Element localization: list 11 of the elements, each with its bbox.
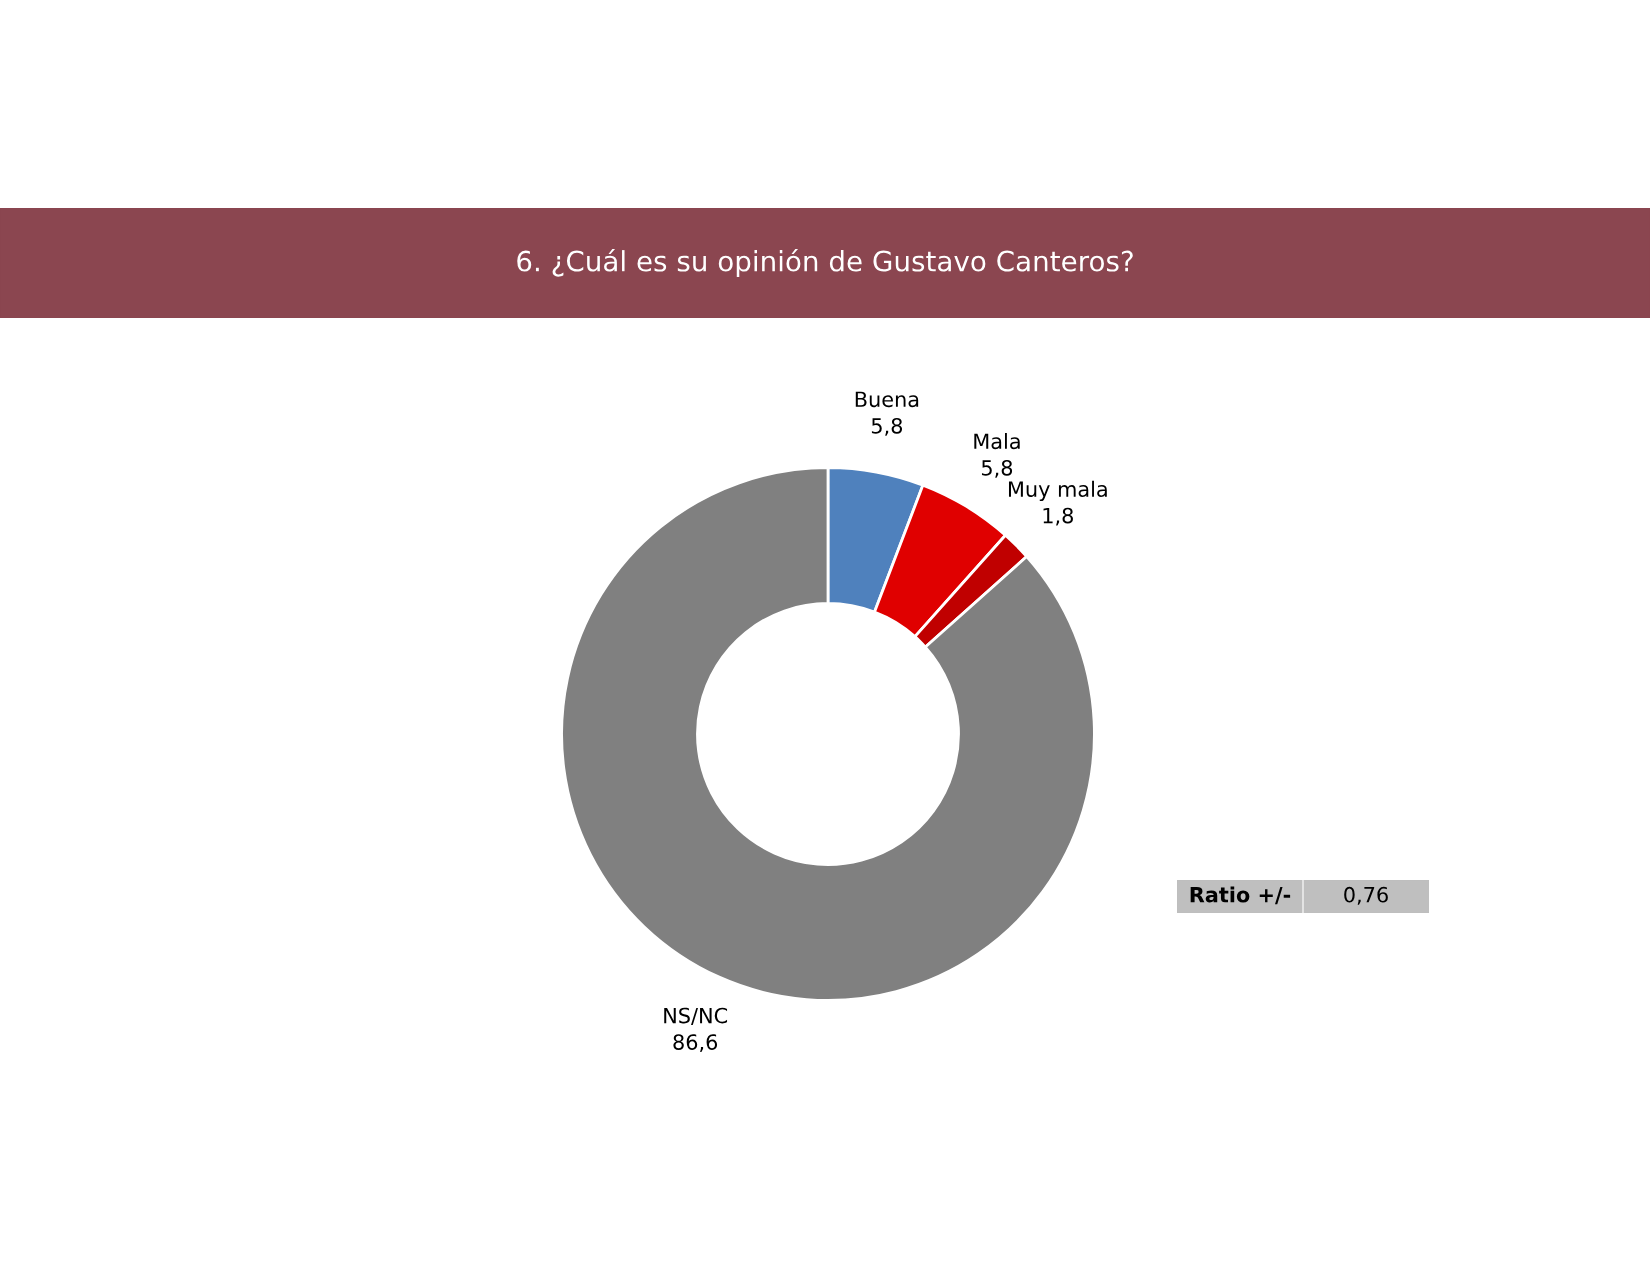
data-label: 5,8 [981, 459, 1013, 478]
text: 0,76 [1344, 886, 1388, 905]
slice-label: Muy mala [1008, 480, 1107, 502]
text: Ratio +/- [1190, 886, 1291, 905]
chart-title: 6. ¿Cuál es su opinión de Gustavo Canteros? [517, 249, 1133, 277]
data-label: 86,6 [673, 1034, 718, 1053]
slice-label: Buena [855, 391, 919, 408]
data-label: 1,8 [1043, 507, 1073, 526]
slice-label: Mala [974, 433, 1020, 450]
slice-label: NS/NC [664, 1007, 728, 1026]
data-label: 5,8 [871, 417, 903, 436]
